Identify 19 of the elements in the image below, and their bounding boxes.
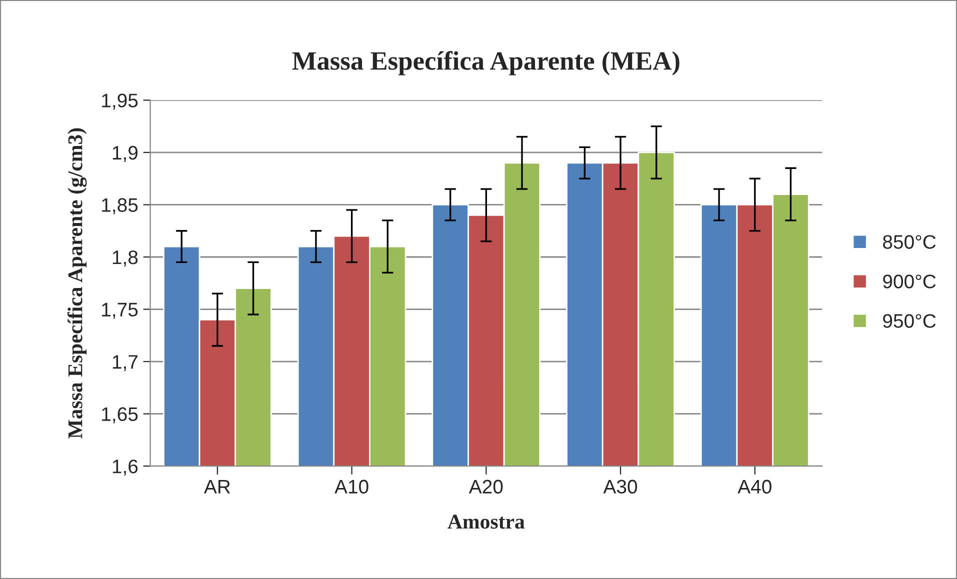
x-tick-label: A20	[468, 480, 503, 494]
x-tick-label: A40	[738, 480, 772, 494]
legend-label: 900°C	[883, 274, 936, 288]
y-tick-label: 1,9	[112, 146, 138, 162]
y-axis-title: Massa Específica Aparente (g/cm3)	[67, 128, 87, 439]
x-tick-label: A10	[334, 480, 368, 494]
chart-title: Massa Específica Aparente (MEA)	[292, 51, 680, 76]
x-axis-title: Amostra	[448, 514, 525, 529]
x-tick-label: AR	[204, 480, 230, 494]
y-tick-label: 1,95	[102, 94, 138, 110]
y-tick-label: 1,75	[102, 302, 138, 319]
y-tick-label: 1,8	[112, 250, 138, 267]
x-tick-label: A30	[603, 480, 638, 494]
y-tick-label: 1,65	[102, 407, 138, 424]
legend-label: 850°C	[883, 235, 936, 249]
y-tick-label: 1,7	[112, 355, 138, 372]
y-tick-label: 1,85	[102, 198, 138, 214]
legend-label: 950°C	[883, 314, 936, 328]
y-tick-label: 1,6	[112, 460, 138, 476]
